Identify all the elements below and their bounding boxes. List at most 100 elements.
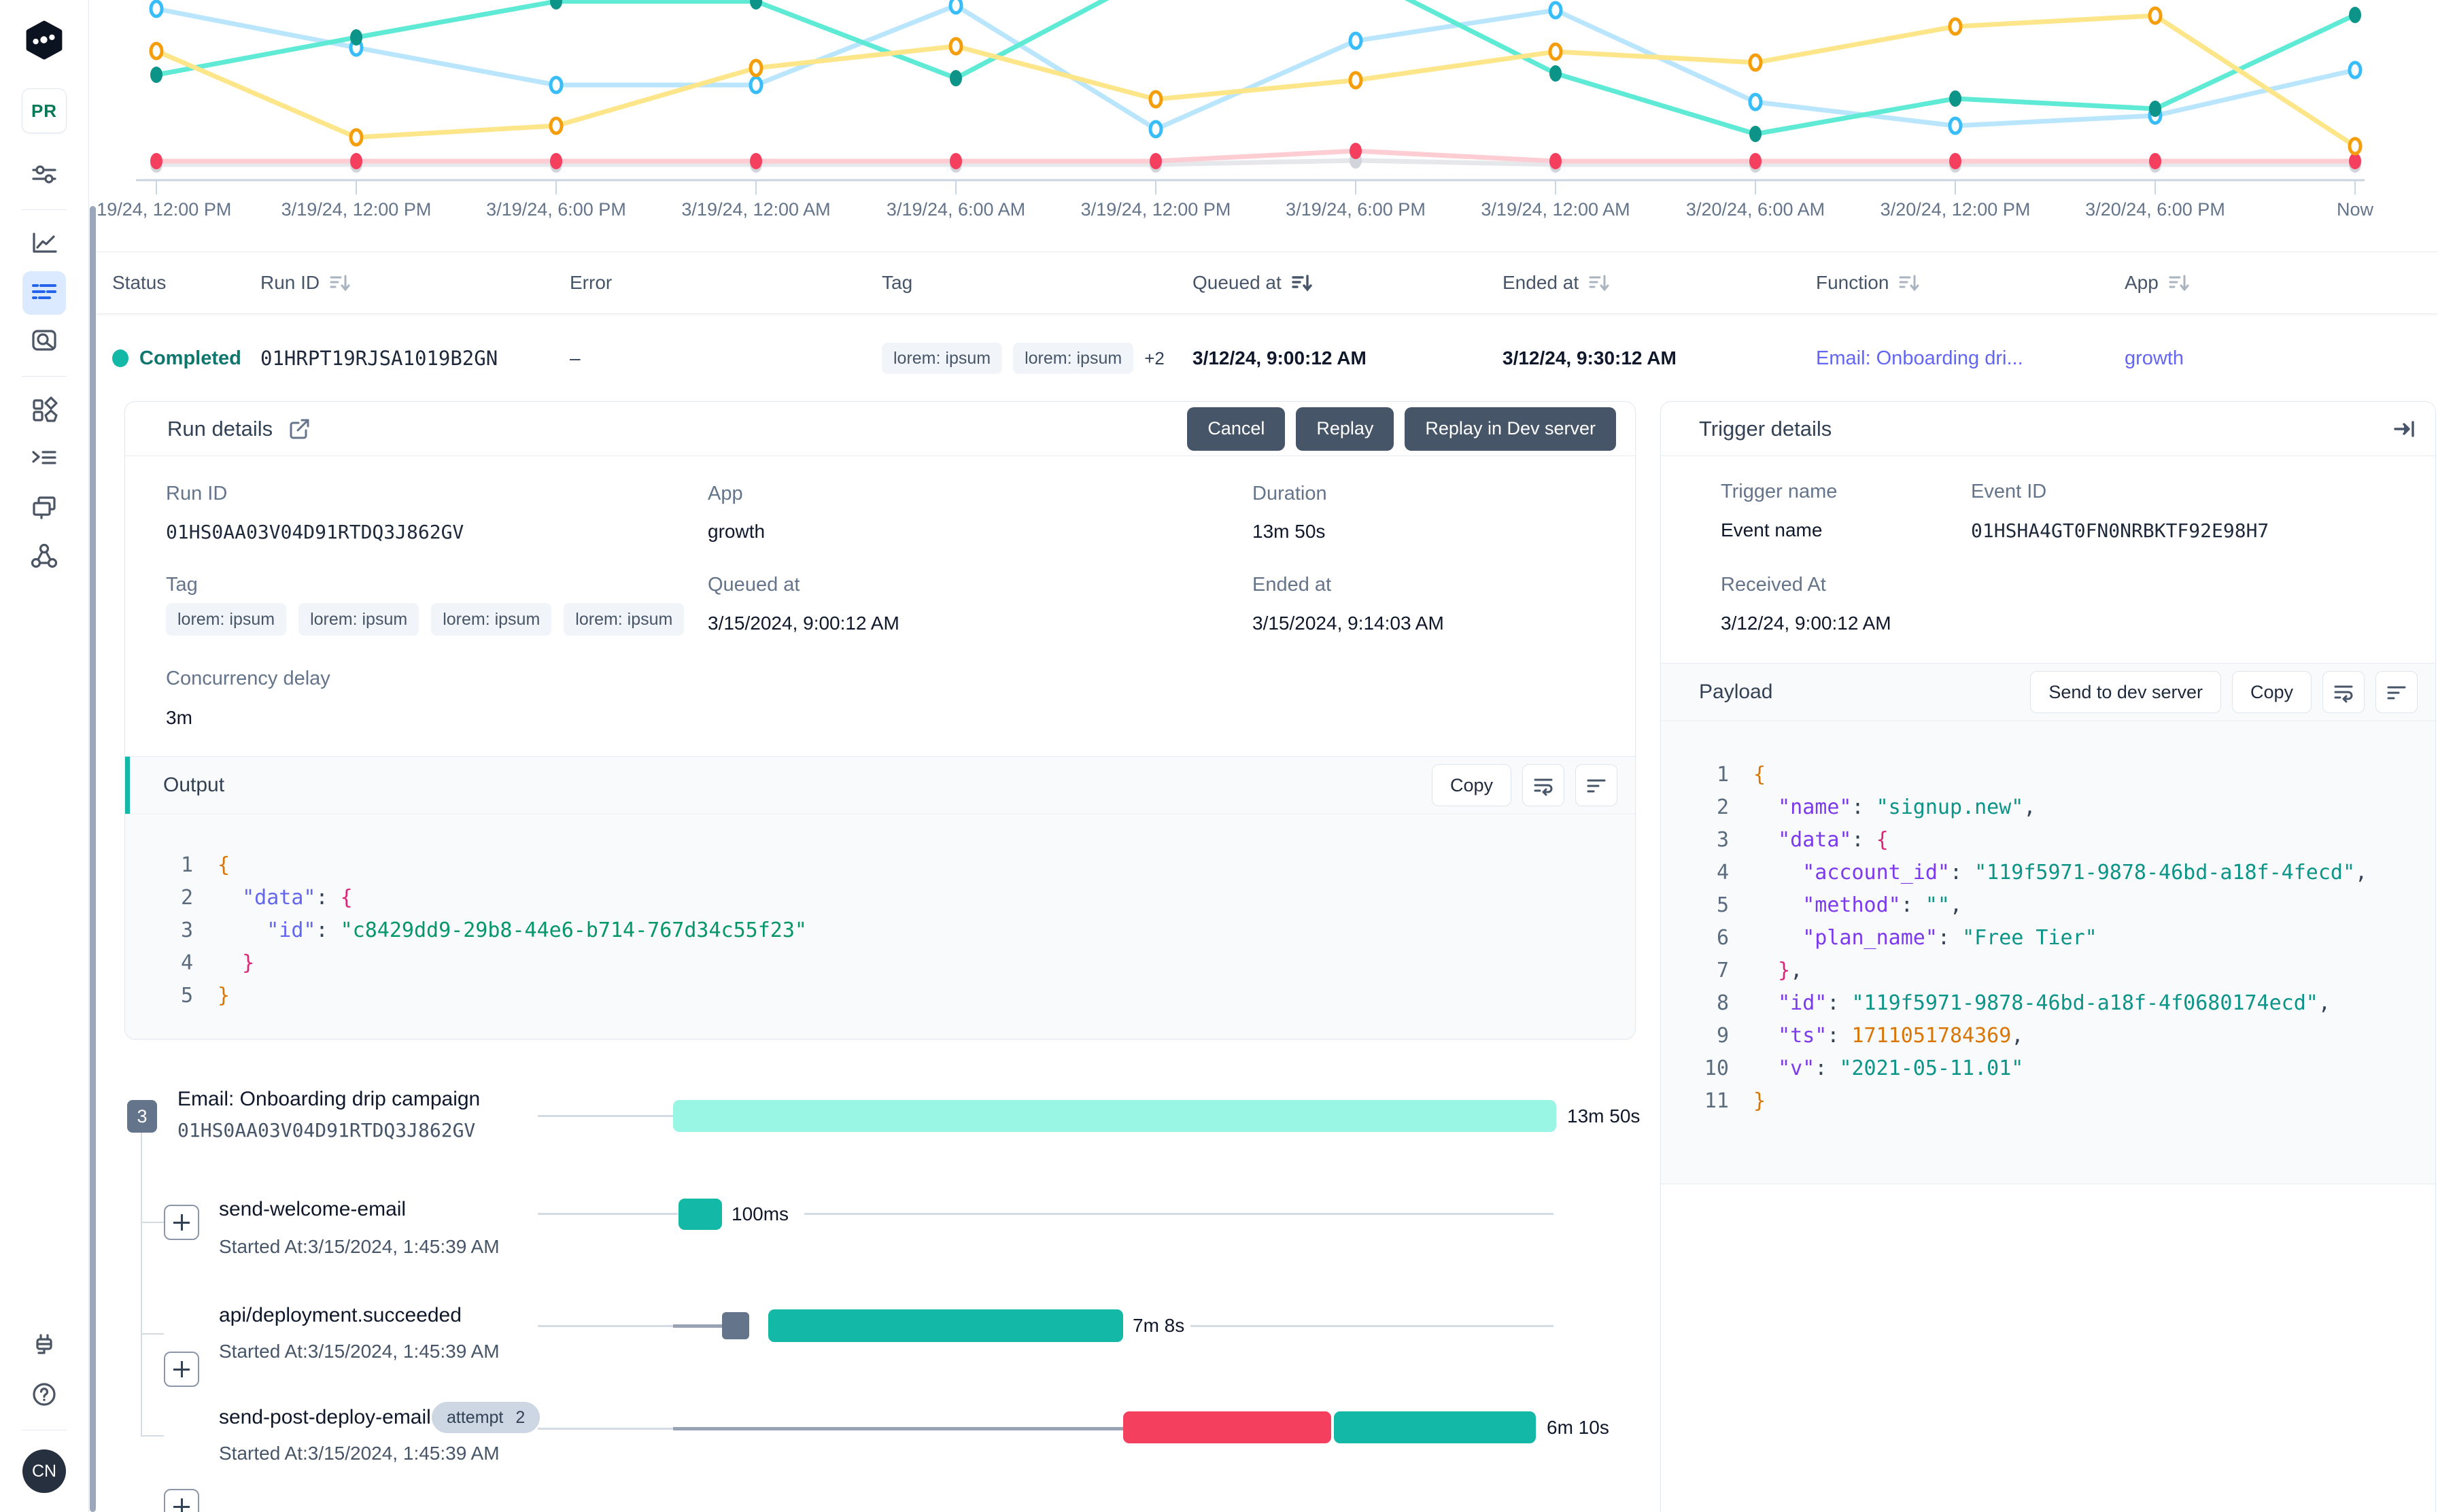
tag-chip: lorem: ipsum [431,603,552,636]
step-duration-bar[interactable] [768,1309,1123,1342]
external-link-icon[interactable] [288,417,311,441]
output-code: 1{2 "data": {3 "id": "c8429dd9-29b8-44e6… [125,815,1635,1039]
ended-at-value: 3/15/2024, 9:14:03 AM [1252,613,1444,634]
step-delay-marker[interactable] [722,1312,749,1339]
sort-icon[interactable] [1897,271,1920,294]
sort-icon[interactable] [2167,271,2190,294]
timeline-connector [142,1222,164,1223]
apps-icon [29,394,60,428]
duration-label: Duration [1252,483,1327,504]
step-name: send-welcome-email [219,1198,407,1220]
concurrency-delay-value: 3m [166,707,192,728]
sidebar-item-help[interactable] [22,1374,66,1418]
attempt-count-badge[interactable]: 3 [127,1100,157,1133]
sidebar-item-dev-server[interactable] [22,1325,66,1369]
help-icon [29,1379,60,1413]
expand-step-button[interactable] [164,1205,199,1240]
expand-step-button[interactable] [164,1352,199,1387]
tag-chip: lorem: ipsum [166,603,287,636]
function-link[interactable]: Email: Onboarding dri... [1816,347,2023,369]
sidebar-item-webhooks[interactable] [22,536,66,579]
metrics-chart-icon [29,227,60,262]
payload-panel-header: Payload Send to dev server Copy [1661,663,2435,721]
timeline-track [538,1428,673,1430]
word-wrap-icon-button[interactable] [2322,671,2365,713]
run-id-cell: 01HRPT19RJSA1019B2GN [260,347,498,370]
scrollbar-thumb[interactable] [90,206,96,1512]
timeline-track [673,1427,1123,1430]
runs-table-header: Status Run ID Error Tag Queued at Ended … [97,252,2438,314]
app-value-link[interactable]: growth [708,521,766,542]
sort-icon-active[interactable] [1290,271,1313,294]
event-id-value: 01HSHA4GT0FN0NRBKTF92E98H7 [1971,519,2269,542]
run-details-card: Run details Cancel Replay Replay in Dev … [124,401,1636,1040]
root-duration-bar[interactable] [673,1100,1556,1132]
step-started-at: Started At:3/15/2024, 1:45:39 AM [219,1341,500,1362]
error-cell: – [570,347,581,368]
svg-text:3/19/24, 12:00 AM: 3/19/24, 12:00 AM [681,199,830,220]
replay-dev-server-button[interactable]: Replay in Dev server [1405,407,1616,451]
expand-step-button[interactable] [164,1489,199,1512]
runs-metrics-chart: 3/19/24, 12:00 PM 3/19/24, 12:00 PM 3/19/2… [82,0,2438,226]
format-lines-icon-button[interactable] [1575,764,1617,806]
replay-button[interactable]: Replay [1296,407,1394,451]
step-duration-label: 7m 8s [1133,1315,1185,1336]
svg-text:3/19/24, 12:00 PM: 3/19/24, 12:00 PM [1081,199,1231,220]
received-at-value: 3/12/24, 9:00:12 AM [1721,613,1891,634]
svg-text:Now: Now [2337,199,2374,220]
user-avatar[interactable]: CN [22,1449,66,1493]
sidebar-item-apps[interactable] [22,389,66,432]
sidebar-item-windows[interactable] [22,487,66,530]
sidebar-item-metrics[interactable] [22,222,66,266]
collapse-panel-icon[interactable] [2392,417,2416,441]
tag-chip: lorem: ipsum [1013,343,1134,374]
output-copy-button[interactable]: Copy [1431,764,1511,806]
timeline-connector [141,1133,142,1437]
step-duration-bar[interactable] [679,1199,722,1230]
format-lines-icon [1587,779,1606,793]
received-at-label: Received At [1721,574,1826,596]
format-lines-icon-button[interactable] [2375,671,2418,713]
sidebar-item-search[interactable] [22,320,66,364]
payload-copy-button[interactable]: Copy [2231,671,2312,713]
word-wrap-icon [2334,685,2353,703]
svg-text:3/19/24, 6:00 PM: 3/19/24, 6:00 PM [486,199,626,220]
webhook-icon [29,540,60,575]
sidebar-divider [22,376,67,377]
format-lines-icon [2387,686,2406,700]
column-header-app[interactable]: App [2125,271,2438,294]
step-name: send-post-deploy-email [219,1406,431,1428]
event-id-label: Event ID [1971,481,2047,502]
step-started-at: Started At:3/15/2024, 1:45:39 AM [219,1443,500,1464]
tags-more: +2 [1144,347,1165,368]
column-header-function[interactable]: Function [1816,271,2125,294]
column-header-run-id[interactable]: Run ID [260,271,570,294]
sidebar-item-filters[interactable] [22,154,66,197]
trigger-details-header: Trigger details [1661,402,2435,456]
sidebar-item-terminal[interactable] [22,438,66,481]
send-to-dev-server-button[interactable]: Send to dev server [2030,671,2221,713]
app-label: App [708,483,743,504]
step-failed-bar[interactable] [1123,1411,1331,1443]
sidebar-item-runs[interactable] [22,271,66,315]
app-link[interactable]: growth [2125,347,2184,369]
column-header-queued-at[interactable]: Queued at [1192,271,1503,294]
column-header-status: Status [112,272,167,293]
step-duration-label: 6m 10s [1547,1417,1609,1438]
output-panel-header: Output Copy [125,756,1635,814]
cancel-button[interactable]: Cancel [1187,407,1286,451]
run-table-row[interactable]: Completed 01HRPT19RJSA1019B2GN – lorem: … [97,314,2438,402]
sort-icon[interactable] [328,271,351,294]
column-header-ended-at[interactable]: Ended at [1503,271,1816,294]
svg-text:3/19/24, 12:00 PM: 3/19/24, 12:00 PM [281,199,432,220]
runs-list-icon [29,276,60,311]
column-header-error: Error [570,272,613,293]
step-duration-bar[interactable] [1334,1411,1536,1443]
run-details-title: Run details [167,417,311,441]
sort-icon[interactable] [1587,271,1610,294]
queued-at-value: 3/15/2024, 9:00:12 AM [708,613,899,634]
workspace-badge[interactable]: PR [22,88,67,133]
word-wrap-icon-button[interactable] [1522,764,1564,806]
inngest-logo[interactable] [24,20,64,60]
